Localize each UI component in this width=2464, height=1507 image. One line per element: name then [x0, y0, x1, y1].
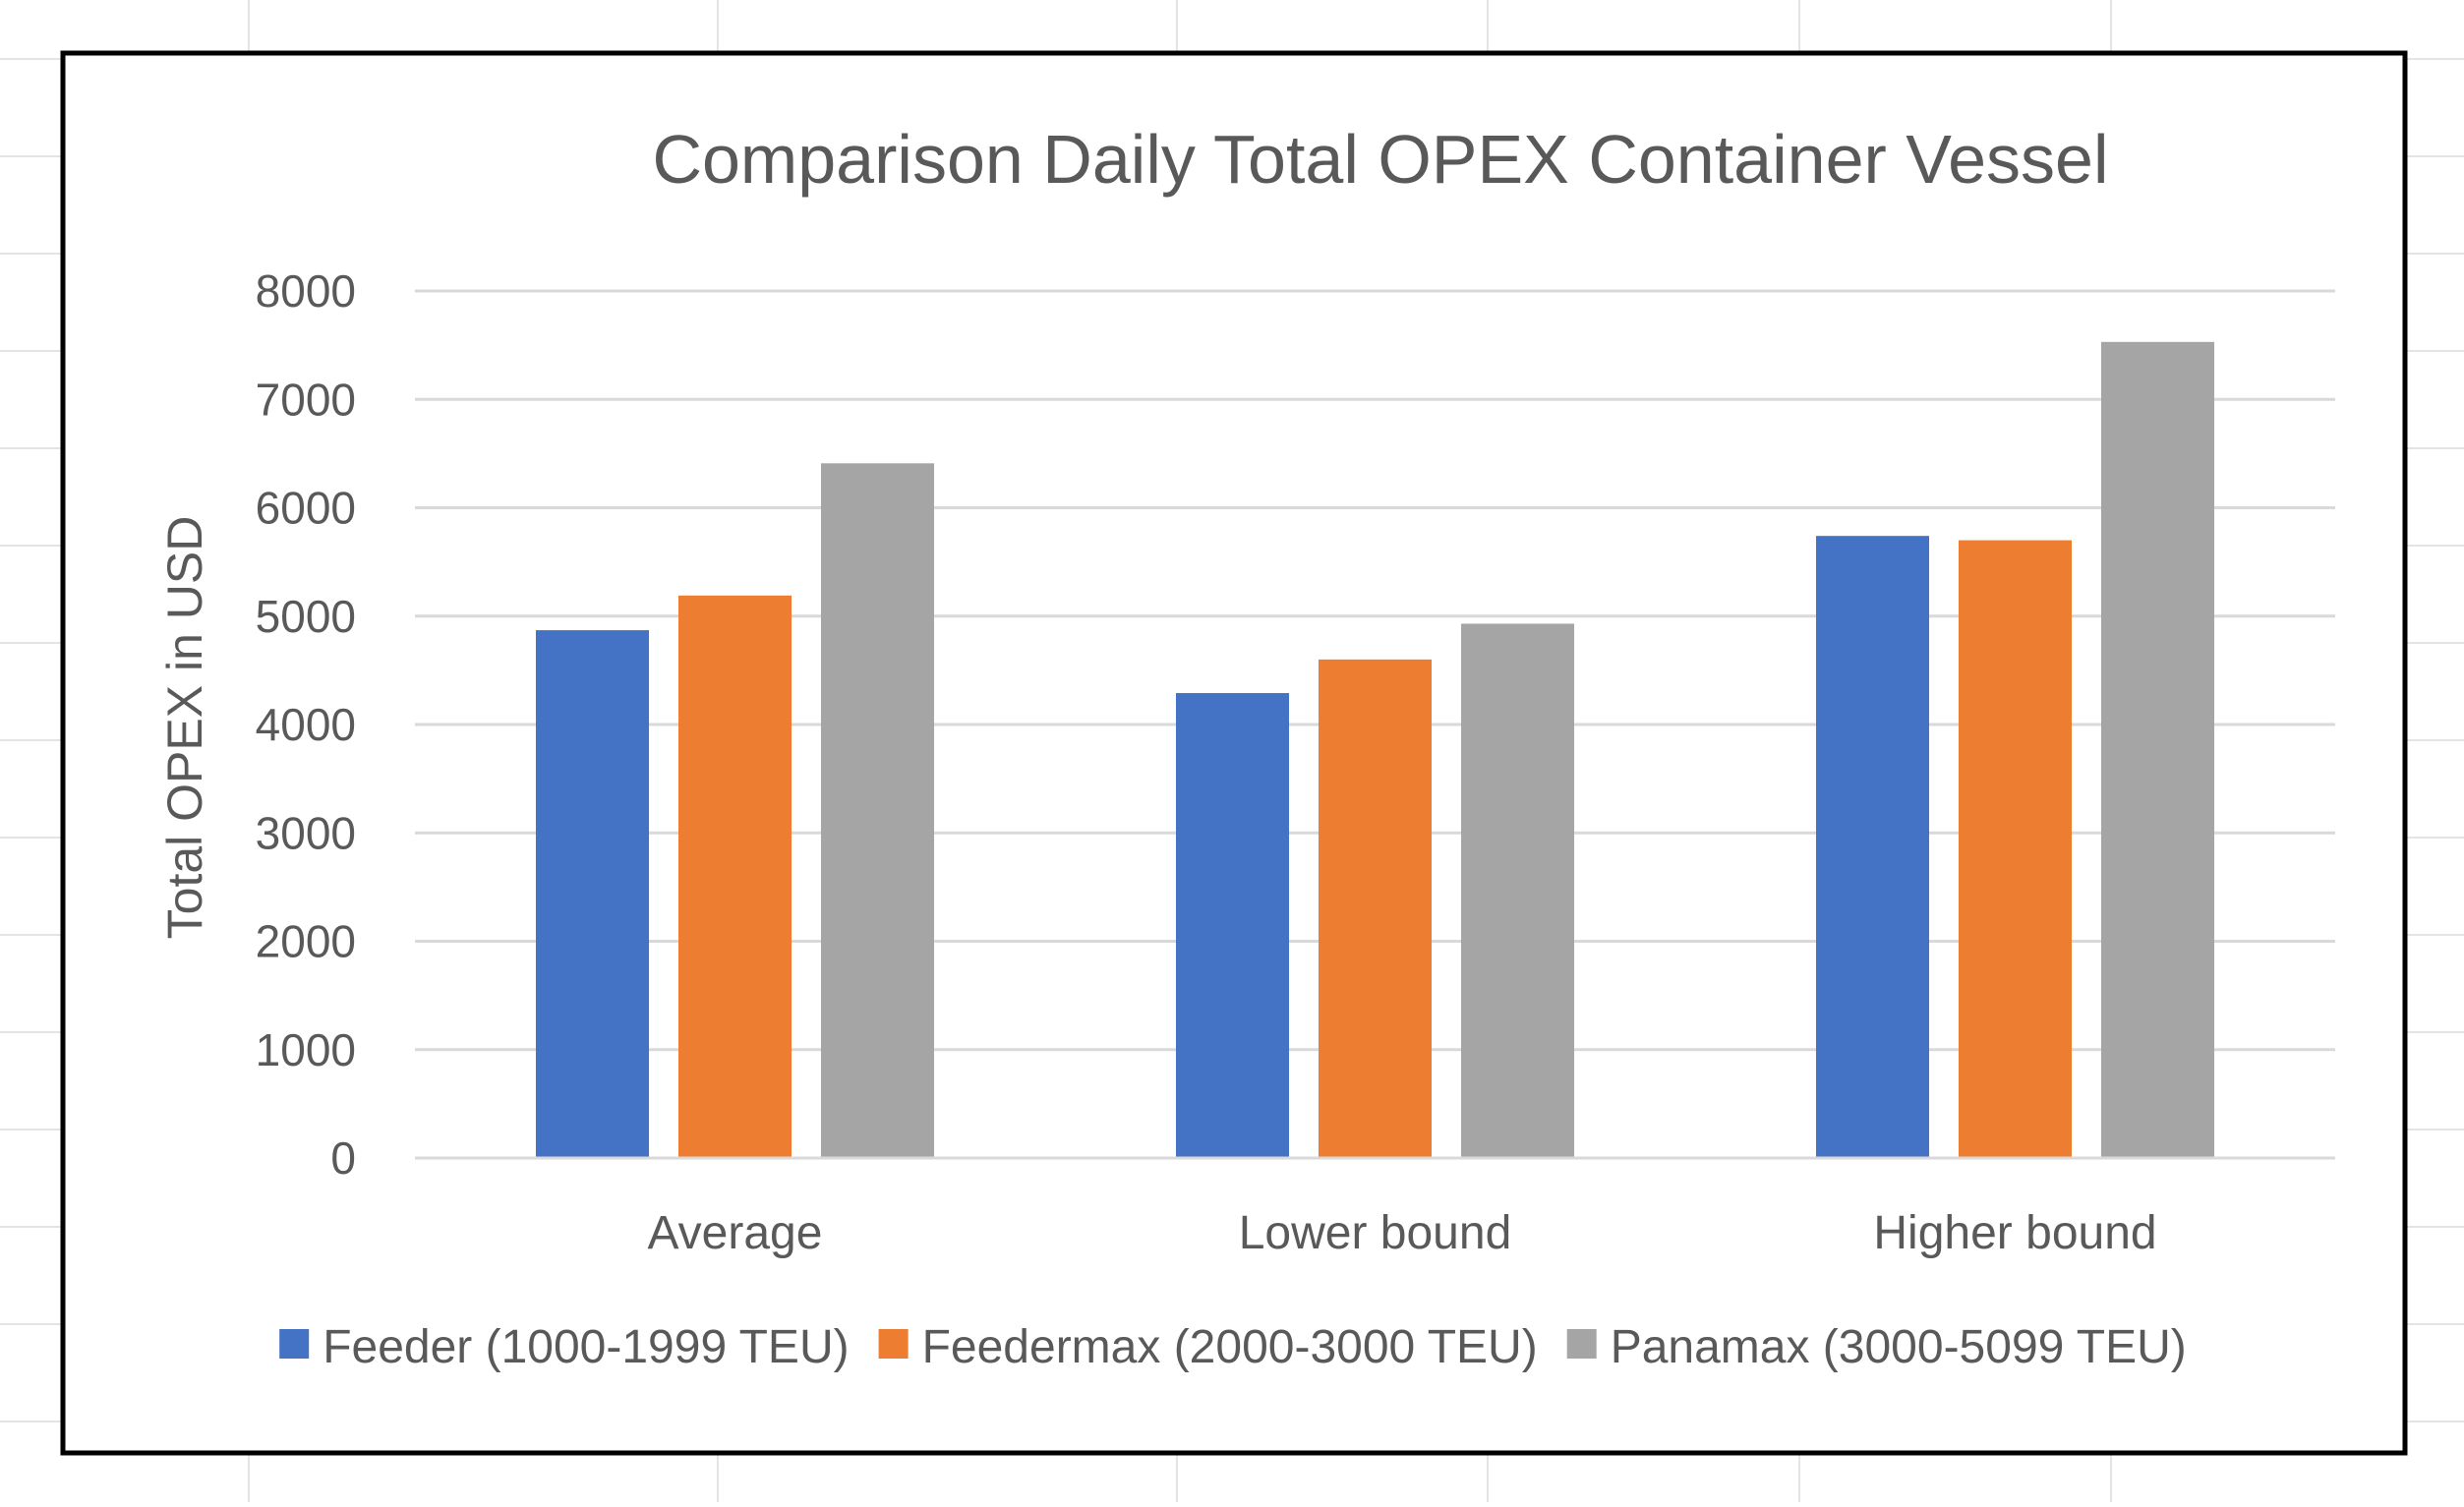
x-tick-label: Lower bound — [1239, 1207, 1512, 1259]
y-tick-label: 2000 — [256, 916, 356, 967]
y-tick-label: 0 — [330, 1132, 356, 1184]
bar — [2101, 341, 2214, 1158]
bar — [1959, 540, 2072, 1158]
y-axis-label: Total OPEX in USD — [157, 516, 212, 940]
bar — [536, 630, 649, 1158]
legend-label: Feedermax (2000-3000 TEU) — [922, 1321, 1538, 1373]
bar — [1176, 693, 1289, 1158]
legend-label: Feeder (1000-1999 TEU) — [323, 1321, 849, 1373]
bar — [1461, 623, 1574, 1158]
y-tick-label: 3000 — [256, 807, 356, 858]
y-tick-label: 1000 — [256, 1024, 356, 1075]
chart-title: Comparison Daily Total OPEX Container Ve… — [652, 121, 2108, 198]
bar — [821, 463, 934, 1158]
y-tick-label: 4000 — [256, 699, 356, 750]
y-tick-label: 7000 — [256, 374, 356, 425]
bar — [678, 595, 792, 1158]
y-axis-ticks: 0 1000 2000 3000 4000 5000 6000 7000 8000 — [256, 265, 356, 1184]
bars — [536, 341, 2214, 1158]
y-tick-label: 6000 — [256, 483, 356, 534]
x-tick-label: Higher bound — [1873, 1207, 2156, 1259]
legend: Feeder (1000-1999 TEU) Feedermax (2000-30… — [279, 1321, 2187, 1373]
legend-swatch — [279, 1329, 310, 1359]
legend-label: Panamax (3000-5099 TEU) — [1611, 1321, 2187, 1373]
y-tick-label: 5000 — [256, 591, 356, 642]
bar — [1816, 536, 1929, 1158]
x-tick-label: Average — [648, 1207, 823, 1259]
y-tick-label: 8000 — [256, 265, 356, 317]
x-axis-ticks: Average Lower bound Higher bound — [648, 1207, 2157, 1259]
legend-swatch — [878, 1329, 909, 1359]
legend-swatch — [1566, 1329, 1597, 1359]
bar — [1319, 659, 1432, 1158]
